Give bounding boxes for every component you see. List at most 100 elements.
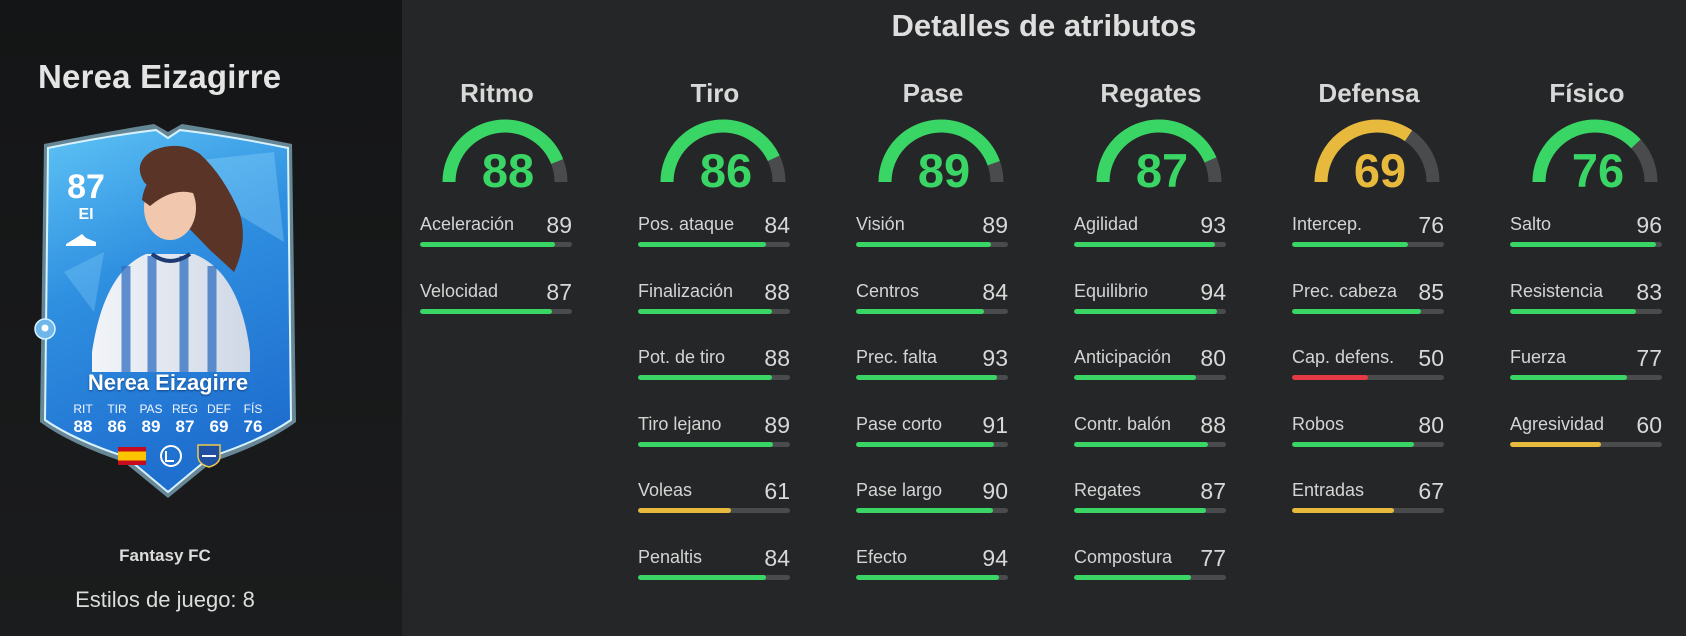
attribute-efecto[interactable]: Efecto 94: [856, 545, 1008, 595]
attribute-prec-cabeza[interactable]: Prec. cabeza 85: [1292, 279, 1444, 329]
liga-f-icon: [160, 445, 182, 467]
attribute-aceleracion[interactable]: Aceleración 89: [420, 212, 572, 262]
attribute-value: 85: [1418, 278, 1444, 305]
category-gauge: [660, 119, 786, 183]
category-value: 76: [1571, 144, 1625, 197]
playstyles-count[interactable]: Estilos de juego: 8: [75, 587, 255, 612]
attribute-value: 84: [764, 212, 790, 238]
attribute-value: 91: [982, 411, 1008, 438]
attribute-pase-largo[interactable]: Pase largo 90: [856, 478, 1008, 528]
card-player-name: Nerea Eizagirre: [87, 370, 249, 395]
attribute-label: Salto: [1510, 214, 1552, 234]
attribute-bar: [1510, 308, 1662, 314]
attribute-salto[interactable]: Salto 96: [1510, 212, 1662, 262]
attribute-bar-fill: [638, 242, 766, 247]
gauge-fill: [1532, 119, 1658, 183]
attribute-value: 61: [764, 478, 790, 504]
card-stat-pas: PAS 89: [136, 402, 166, 437]
section-title: Detalles de atributos: [891, 8, 1197, 43]
card-stat-label: DEF: [207, 402, 231, 416]
player-card[interactable]: 87 EI Nerea Eizagirre RIT 88 TIR 86 PAS …: [34, 122, 302, 502]
attribute-bar-fill: [1292, 375, 1368, 380]
attribute-vision[interactable]: Visión 89: [856, 212, 1008, 262]
attribute-entradas[interactable]: Entradas 67: [1292, 478, 1444, 528]
attribute-resistencia[interactable]: Resistencia 83: [1510, 279, 1662, 329]
attribute-anticipacion[interactable]: Anticipación 80: [1074, 345, 1226, 395]
attribute-label: Agresividad: [1510, 413, 1605, 434]
attribute-label: Agilidad: [1074, 214, 1139, 234]
attribute-bar: [1074, 574, 1226, 580]
attribute-pot-de-tiro[interactable]: Pot. de tiro 88: [638, 345, 790, 395]
attribute-label: Fuerza: [1510, 347, 1567, 367]
attribute-value: 90: [982, 478, 1008, 504]
attribute-label: Penaltis: [638, 546, 703, 567]
attribute-prec-falta[interactable]: Prec. falta 93: [856, 345, 1008, 395]
attribute-value: 84: [764, 544, 790, 571]
attribute-bar: [420, 308, 572, 314]
attribute-label: Prec. cabeza: [1292, 280, 1398, 301]
category-gauge: [1096, 119, 1222, 183]
attribute-label: Cap. defens.: [1292, 347, 1395, 367]
attribute-bar-fill: [1074, 242, 1216, 247]
category-title: Regates: [1100, 78, 1202, 108]
attribute-label: Voleas: [638, 480, 693, 500]
attribute-bar: [638, 308, 790, 314]
attribute-bar: [638, 242, 790, 247]
attribute-label: Tiro lejano: [638, 413, 722, 434]
attribute-tiro-lejano[interactable]: Tiro lejano 89: [638, 412, 790, 462]
attribute-value: 89: [764, 411, 790, 438]
attribute-label: Visión: [856, 214, 905, 234]
attribute-label: Aceleración: [420, 214, 515, 234]
attribute-label: Pot. de tiro: [638, 347, 726, 367]
attribute-compostura[interactable]: Compostura 77: [1074, 545, 1226, 595]
card-stat-fis: FÍS 76: [238, 402, 268, 437]
attribute-agilidad[interactable]: Agilidad 93: [1074, 212, 1226, 262]
attribute-label: Regates: [1074, 480, 1142, 500]
attribute-bar-fill: [1510, 242, 1656, 247]
card-stat-value: 88: [73, 417, 93, 436]
attribute-equilibrio[interactable]: Equilibrio 94: [1074, 279, 1226, 329]
attribute-agresividad[interactable]: Agresividad 60: [1510, 412, 1662, 462]
attribute-pase-corto[interactable]: Pase corto 91: [856, 412, 1008, 462]
attribute-intercep[interactable]: Intercep. 76: [1292, 212, 1444, 262]
attribute-bar-fill: [638, 508, 731, 513]
category-value: 87: [1135, 144, 1189, 197]
category-gauge: [878, 119, 1004, 183]
attribute-contr-balon[interactable]: Contr. balón 88: [1074, 412, 1226, 462]
attribute-bar-fill: [1074, 308, 1217, 314]
attribute-penaltis[interactable]: Penaltis 84: [638, 545, 790, 595]
spain-flag-icon: [118, 447, 146, 465]
attribute-value: 89: [546, 212, 572, 238]
attribute-regates[interactable]: Regates 87: [1074, 478, 1226, 528]
player-name: Nerea Eizagirre: [38, 58, 282, 95]
attribute-bar: [856, 375, 1008, 380]
attribute-fuerza[interactable]: Fuerza 77: [1510, 345, 1662, 395]
attribute-label: Equilibrio: [1074, 280, 1149, 301]
card-badges: [118, 444, 221, 468]
attribute-centros[interactable]: Centros 84: [856, 279, 1008, 329]
attribute-value: 94: [982, 544, 1008, 571]
attribute-velocidad[interactable]: Velocidad 87: [420, 279, 572, 329]
card-stat-tir: TIR 86: [102, 402, 132, 437]
attribute-value: 93: [982, 345, 1008, 371]
attribute-bar: [1074, 242, 1226, 247]
attribute-voleas[interactable]: Voleas 61: [638, 478, 790, 528]
attribute-value: 88: [764, 345, 790, 371]
attribute-cap-defens[interactable]: Cap. defens. 50: [1292, 345, 1444, 395]
attribute-finalizacion[interactable]: Finalización 88: [638, 279, 790, 329]
attribute-value: 80: [1200, 345, 1226, 371]
category-value: 88: [481, 144, 535, 197]
attribute-pos-ataque[interactable]: Pos. ataque 84: [638, 212, 790, 262]
attribute-robos[interactable]: Robos 80: [1292, 412, 1444, 462]
attribute-bar: [1292, 308, 1444, 314]
card-position: EI: [78, 206, 94, 223]
category-title: Pase: [902, 78, 964, 108]
attribute-value: 77: [1636, 345, 1662, 371]
card-stat-value: 86: [107, 417, 127, 436]
card-stats: RIT 88 TIR 86 PAS 89 REG 87 DEF 69 FÍS 7…: [68, 402, 268, 437]
attribute-bar-fill: [1292, 508, 1394, 513]
attribute-bar-fill: [856, 308, 984, 314]
attribute-bar: [1510, 375, 1662, 380]
gauge-fill: [442, 119, 568, 183]
card-version: Fantasy FC: [119, 546, 211, 565]
